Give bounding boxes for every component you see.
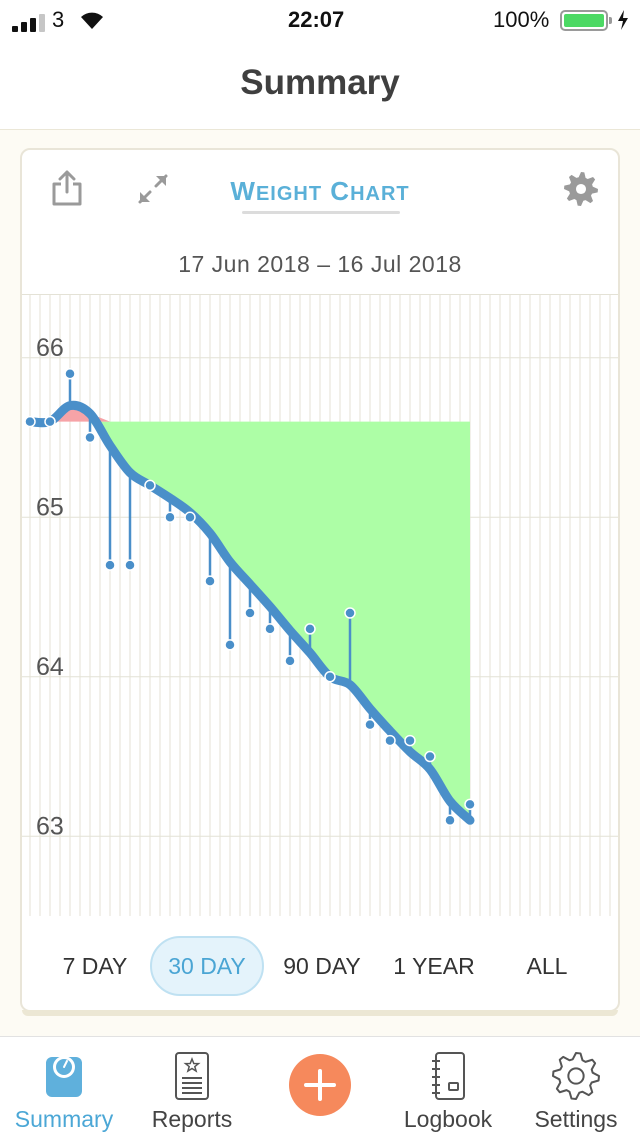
- carrier-label: 3: [52, 7, 65, 32]
- trend-line: [25, 400, 475, 825]
- signal-icon: [12, 12, 46, 32]
- weight-loss-area: [30, 421, 470, 821]
- measurement-point: [224, 639, 236, 651]
- measurement-point: [464, 798, 476, 811]
- measurement-point: [344, 607, 356, 619]
- measurement-point: [364, 718, 376, 731]
- plus-icon: [304, 1069, 336, 1101]
- measurement-point: [424, 750, 436, 763]
- measurement-point: [104, 559, 116, 571]
- add-entry-button[interactable]: [289, 1054, 351, 1116]
- page-title: Summary: [240, 63, 400, 102]
- clock: 22:07: [288, 7, 345, 32]
- charging-icon: [618, 10, 628, 30]
- measurement-point: [124, 559, 136, 571]
- tab-label: Logbook: [403, 1106, 493, 1132]
- nav-bar: Summary: [0, 40, 640, 130]
- measurement-point: [164, 511, 176, 524]
- battery-percent: 100%: [493, 7, 550, 32]
- measurement-point: [284, 655, 296, 667]
- report-icon: [175, 1052, 209, 1100]
- gear-icon[interactable]: [562, 170, 600, 208]
- measurement-point: [244, 607, 256, 619]
- scale-icon: [46, 1056, 82, 1097]
- range-90-day[interactable]: 90 DAY: [283, 953, 361, 979]
- measurement-point: [264, 623, 276, 635]
- gear-icon: [552, 1052, 600, 1100]
- measurement-point: [204, 575, 216, 587]
- measurement-point: [144, 479, 156, 492]
- measurement-point: [384, 734, 396, 747]
- range-30-day[interactable]: 30 DAY: [150, 936, 264, 996]
- range-selector: 7 DAY 30 DAY 90 DAY 1 YEAR ALL: [22, 936, 618, 996]
- weight-line-chart: 63 64 65 66: [22, 294, 618, 916]
- y-tick-label: 63: [36, 812, 64, 840]
- status-bar: 3 22:07 100%: [0, 0, 640, 40]
- measurement-point: [64, 367, 76, 380]
- measurement-point: [304, 623, 316, 635]
- tab-summary[interactable]: Summary: [0, 1037, 128, 1136]
- chart-grid: [22, 294, 618, 916]
- measurement-point: [184, 511, 196, 524]
- measurement-point: [444, 814, 456, 827]
- chart-title[interactable]: WEIGHT CHART: [230, 176, 410, 206]
- range-7-day[interactable]: 7 DAY: [62, 953, 128, 979]
- measurement-point: [84, 431, 96, 444]
- tab-label: Reports: [151, 1106, 233, 1132]
- expand-icon[interactable]: [136, 172, 170, 206]
- measurement-point: [324, 671, 336, 683]
- tab-label: Summary: [14, 1106, 114, 1132]
- y-tick-label: 66: [36, 334, 64, 362]
- date-range: 17 Jun 2018 – 16 Jul 2018: [178, 251, 462, 277]
- wifi-icon: [81, 12, 103, 29]
- title-underline: [242, 211, 400, 214]
- battery-icon: [560, 10, 612, 31]
- tab-reports[interactable]: Reports: [128, 1037, 256, 1136]
- measurement-point: [44, 415, 56, 428]
- tab-logbook[interactable]: Logbook: [384, 1037, 512, 1136]
- range-all[interactable]: ALL: [526, 953, 568, 979]
- tab-settings[interactable]: Settings: [512, 1037, 640, 1136]
- y-tick-label: 64: [36, 653, 64, 681]
- measurement-point: [404, 734, 416, 747]
- share-icon[interactable]: [50, 170, 84, 206]
- range-1-year[interactable]: 1 YEAR: [393, 953, 475, 979]
- logbook-icon: [432, 1052, 465, 1100]
- weight-chart-card: WEIGHT CHART 17 Jun 2018 – 16 Jul 2018 6…: [20, 148, 620, 1012]
- weight-gain-area: [30, 405, 470, 422]
- tab-label: Settings: [534, 1106, 618, 1132]
- y-tick-label: 65: [36, 493, 64, 521]
- measurement-point: [24, 415, 36, 428]
